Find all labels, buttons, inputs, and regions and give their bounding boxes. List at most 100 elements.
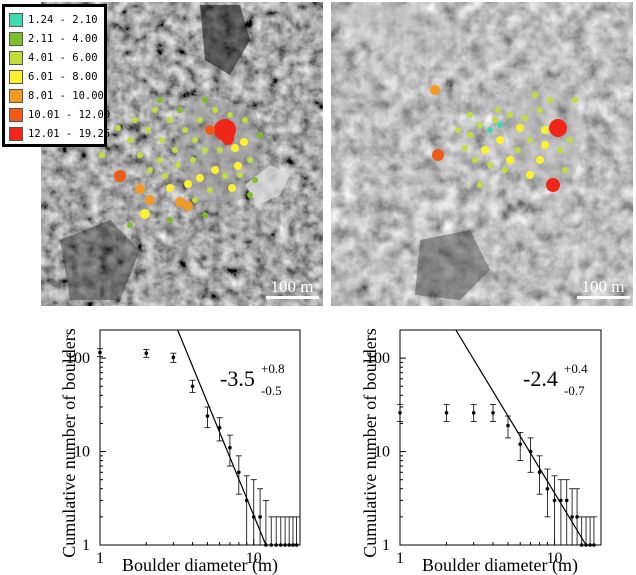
legend-label: 8.01 - 10.00 <box>28 90 104 102</box>
legend-item: 4.01 - 6.00 <box>9 48 104 67</box>
boulder-marker <box>166 184 174 192</box>
boulder-marker <box>496 136 504 144</box>
boulder-marker <box>527 137 533 143</box>
legend-swatch <box>9 70 23 84</box>
boulder-marker <box>145 127 151 133</box>
boulder-marker <box>205 125 215 135</box>
boulder-marker <box>467 112 473 118</box>
boulder-marker <box>207 187 213 193</box>
y-axis-label-right: Cumulative number of boulders <box>360 328 380 557</box>
data-point <box>518 442 522 446</box>
y-tick-label: 1 <box>382 537 390 554</box>
boulder-marker <box>135 184 145 194</box>
boulder-marker <box>202 97 208 103</box>
boulder-marker <box>127 222 133 228</box>
boulder-marker <box>140 209 150 219</box>
scale-label-right: 100 m <box>582 277 625 296</box>
data-point <box>546 487 550 491</box>
boulder-marker <box>222 133 234 145</box>
power-law-fit <box>178 330 266 545</box>
scale-bar-left: 100 m <box>266 277 319 299</box>
boulder-marker <box>127 137 133 143</box>
legend-item: 12.01 - 19.25 <box>9 124 104 143</box>
boulder-marker <box>234 162 242 170</box>
data-point <box>206 414 210 418</box>
data-point <box>295 543 299 547</box>
boulder-marker <box>227 112 233 118</box>
data-point <box>264 543 268 547</box>
boulder-marker <box>549 119 567 137</box>
boulder-marker <box>546 178 560 192</box>
data-point <box>565 499 569 503</box>
data-point <box>218 426 222 430</box>
boulder-marker <box>190 157 196 163</box>
legend-swatch <box>9 32 23 46</box>
boulder-marker <box>242 117 248 123</box>
data-point <box>580 543 584 547</box>
boulder-marker <box>455 127 461 133</box>
legend-label: 2.11 - 4.00 <box>28 33 98 45</box>
boulder-marker <box>487 127 493 133</box>
boulder-marker <box>541 126 549 134</box>
slope-sub-left: -0.5 <box>261 383 282 398</box>
slope-value-right: -2.4 <box>523 366 558 391</box>
data-point <box>570 515 574 519</box>
data-point <box>228 446 232 450</box>
boulder-marker <box>572 97 578 103</box>
x-axis-label-left: Boulder diameter (m) <box>122 555 278 575</box>
legend-swatch <box>9 13 23 27</box>
legend-label: 6.01 - 8.00 <box>28 71 98 83</box>
boulder-marker <box>192 197 198 203</box>
boulder-marker <box>247 157 253 163</box>
slope-sup-right: +0.4 <box>564 361 588 376</box>
slope-value-left: -3.5 <box>220 366 255 391</box>
data-point <box>445 411 449 415</box>
boulder-marker <box>237 172 243 178</box>
legend-item: 6.01 - 8.00 <box>9 67 104 86</box>
boulder-marker <box>532 92 538 98</box>
boulder-marker <box>132 117 138 123</box>
data-point <box>172 356 176 360</box>
boulder-marker <box>526 171 534 179</box>
boulder-marker <box>507 112 513 118</box>
boulder-marker <box>211 166 219 174</box>
boulder-marker <box>182 127 188 133</box>
data-point <box>144 351 148 355</box>
boulder-marker <box>247 192 253 198</box>
legend-label: 4.01 - 6.00 <box>28 52 98 64</box>
boulder-marker <box>506 156 514 164</box>
boulder-marker <box>184 180 192 188</box>
boulder-marker <box>183 201 193 211</box>
boulder-marker <box>515 147 521 153</box>
data-point <box>575 515 579 519</box>
boulder-marker <box>175 162 181 168</box>
boulder-marker <box>430 85 440 95</box>
boulder-marker <box>157 97 163 103</box>
data-point <box>491 411 495 415</box>
slope-annotation-right: -2.4 +0.4 -0.7 <box>523 361 588 398</box>
data-point <box>258 515 262 519</box>
boulder-marker <box>516 124 524 132</box>
boulder-marker <box>145 195 155 205</box>
slope-sub-right: -0.7 <box>564 383 585 398</box>
boulder-marker <box>477 182 483 188</box>
boulder-marker <box>522 115 528 121</box>
data-point <box>538 470 542 474</box>
boulder-marker <box>487 162 493 168</box>
data-series-right <box>397 404 597 546</box>
boulder-marker <box>432 149 444 161</box>
boulder-marker <box>557 147 563 153</box>
data-point <box>279 543 283 547</box>
legend-label: 12.01 - 19.25 <box>28 128 110 140</box>
boulder-marker <box>159 137 165 143</box>
data-point <box>398 411 402 415</box>
scale-bar-right: 100 m <box>577 277 630 299</box>
boulder-marker <box>481 146 489 154</box>
data-point <box>592 543 596 547</box>
legend-item: 10.01 - 12.00 <box>9 105 104 124</box>
legend-label: 1.24 - 2.10 <box>28 14 98 26</box>
boulder-marker <box>172 147 178 153</box>
boulder-marker <box>537 107 543 113</box>
boulder-marker <box>547 97 553 103</box>
data-point <box>98 351 102 355</box>
